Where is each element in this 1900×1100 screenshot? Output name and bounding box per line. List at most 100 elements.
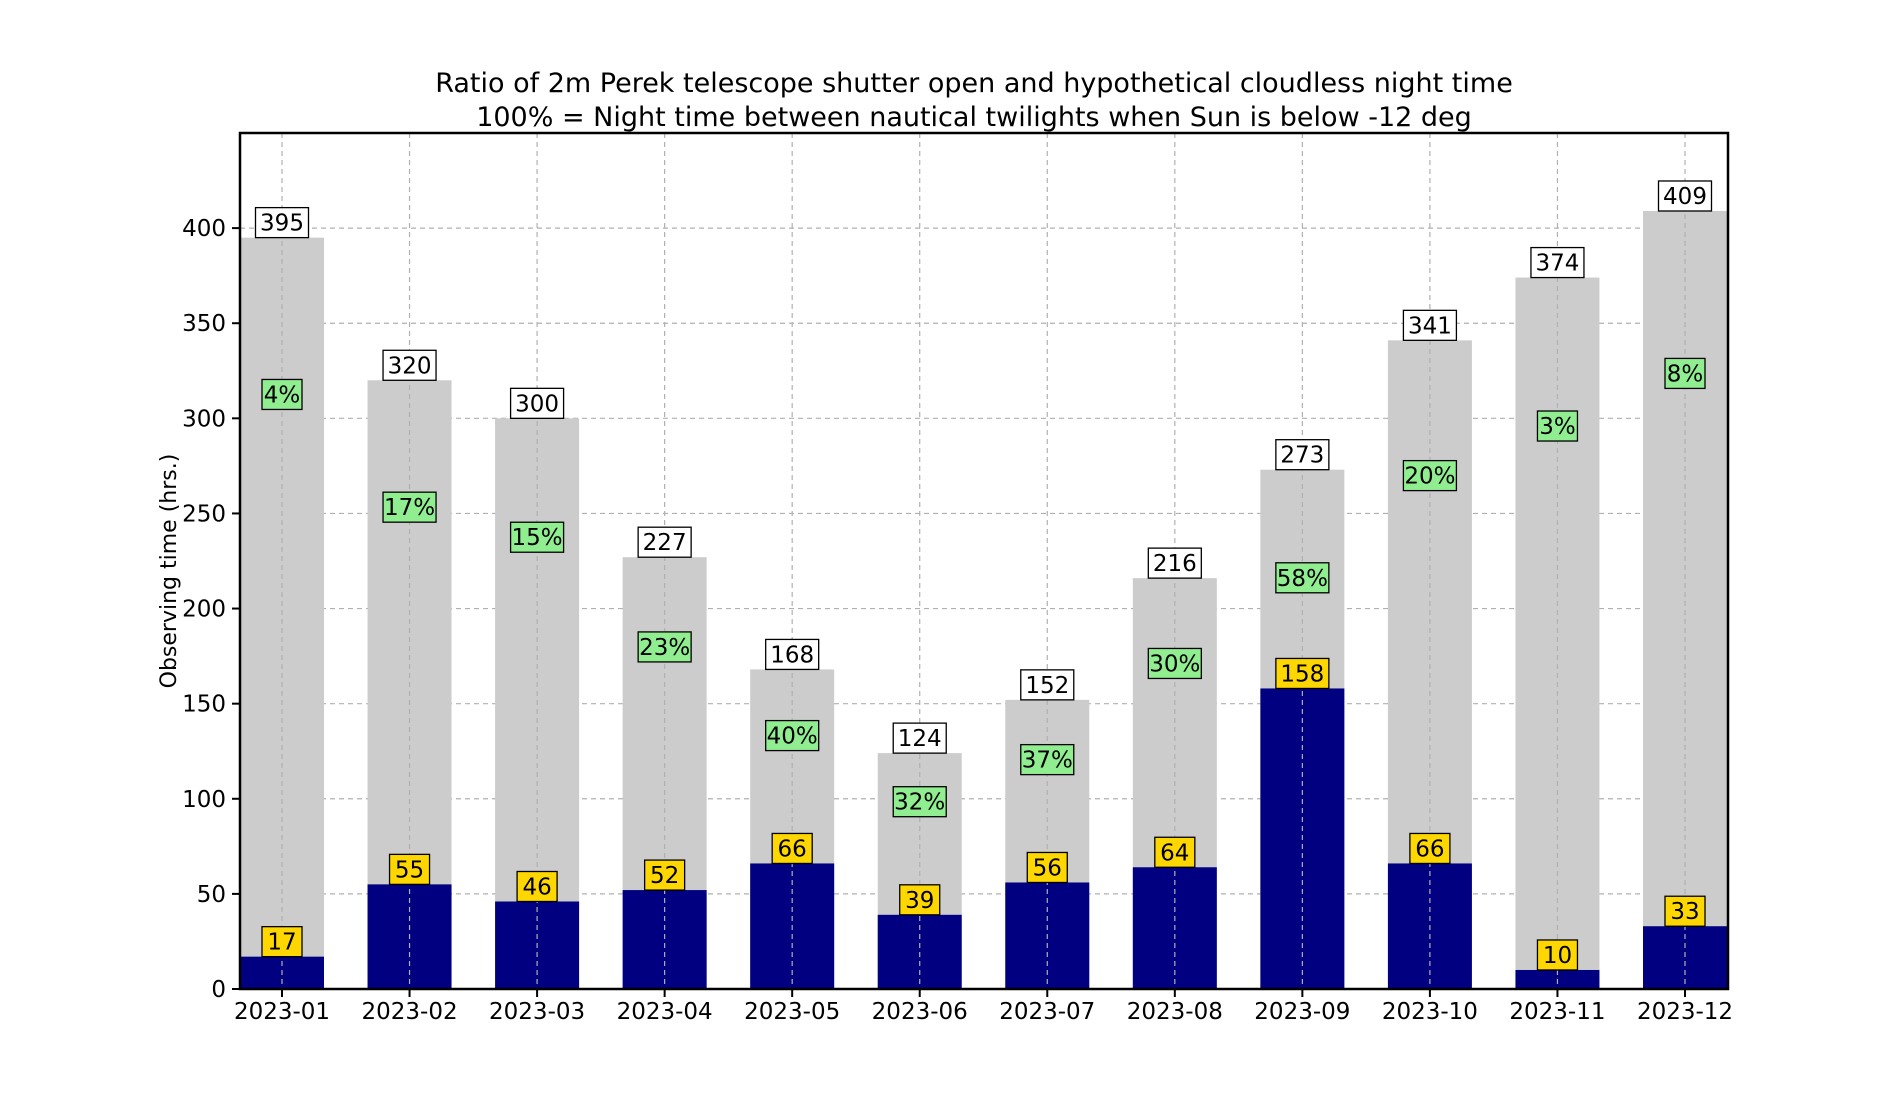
y-tick-label: 400 — [182, 216, 226, 242]
x-tick-label: 2023-05 — [744, 999, 840, 1025]
total-hours-label-box — [1020, 669, 1075, 701]
data-labels: 395 17 4% 320 55 17% 300 46 15% 227 52 23% 168 66 40% 1… — [254, 180, 1713, 971]
open-hours-label-box — [771, 832, 813, 865]
open-hours-label-text: 64 — [1160, 840, 1189, 866]
open-hours-label-text: 33 — [1670, 899, 1699, 925]
ratio-percent-label-box — [1020, 743, 1075, 776]
ratio-percent-label-box — [765, 719, 820, 752]
open-hours-label-text: 66 — [1415, 836, 1444, 862]
open-hours-label: 52 — [643, 859, 686, 891]
total-hours-label-box — [892, 722, 947, 754]
total-hours-label: 216 — [1147, 547, 1202, 579]
total-hours-label-text: 374 — [1536, 251, 1580, 277]
total-hours-label-text: 168 — [770, 642, 814, 668]
open-hours-label-box — [1409, 832, 1451, 865]
ratio-percent-label-box — [1664, 357, 1706, 390]
ratio-percent-label-text: 40% — [767, 724, 818, 750]
ratio-percent-label-box — [1275, 562, 1330, 594]
ratio-percent-label-box — [261, 378, 303, 411]
open-hours-label-text: 66 — [778, 836, 807, 862]
ratio-percent-label: 40% — [765, 719, 820, 752]
total-hours-label: 409 — [1657, 180, 1713, 212]
ratio-percent-label-text: 30% — [1149, 651, 1200, 677]
y-tick-label: 150 — [182, 692, 226, 718]
total-hours-label-box — [1657, 180, 1713, 212]
open-hours-label: 158 — [1275, 657, 1330, 690]
total-hours-label-box — [1530, 246, 1585, 279]
x-axis: 2023-01 2023-02 2023-03 2023-04 2023-05 2023-… — [234, 989, 1733, 1025]
ratio-percent-label: 17% — [382, 491, 437, 523]
total-hours-label-box — [637, 526, 692, 558]
ratio-percent-label-text: 58% — [1277, 566, 1328, 592]
total-hours-label-box — [1402, 309, 1458, 341]
y-tick-label: 100 — [182, 787, 226, 813]
ratio-percent-label-text: 4% — [264, 382, 301, 408]
total-hours-label-box — [765, 638, 820, 671]
bars — [240, 210, 1727, 990]
ratio-percent-label: 3% — [1536, 410, 1579, 442]
x-tick-label: 2023-09 — [1254, 999, 1350, 1025]
total-hours-label-box — [1147, 547, 1202, 579]
ratio-percent-label: 32% — [892, 786, 947, 818]
total-hours-label: 227 — [637, 526, 692, 558]
total-hours-label-text: 395 — [260, 211, 304, 237]
open-hours-label: 10 — [1536, 939, 1579, 971]
ratio-percent-label-box — [509, 521, 565, 553]
plot-frame — [238, 131, 1730, 991]
open-hours-label-text: 56 — [1033, 855, 1062, 881]
chart-subtitle: 100% = Night time between nautical twili… — [476, 102, 1472, 133]
ratio-percent-label: 30% — [1147, 647, 1202, 680]
total-hours-label-text: 273 — [1280, 443, 1324, 469]
open-hours-label-box — [516, 870, 558, 903]
ratio-percent-label-text: 37% — [1022, 748, 1073, 774]
ratio-percent-label-box — [637, 631, 692, 663]
ratio-percent-label-text: 15% — [512, 525, 563, 551]
total-hours-label-box — [254, 206, 310, 239]
total-hours-label-text: 216 — [1153, 551, 1197, 577]
open-hours-label-text: 10 — [1543, 943, 1572, 969]
total-hours-label-text: 409 — [1663, 184, 1707, 210]
total-hours-label: 395 — [254, 206, 310, 239]
total-hours-label: 341 — [1402, 309, 1458, 341]
grid-lines — [240, 227, 1728, 895]
ratio-percent-label: 23% — [637, 631, 692, 663]
ratio-percent-label: 15% — [509, 521, 565, 553]
y-tick-label: 50 — [197, 882, 226, 908]
open-hours-label-box — [1154, 836, 1196, 868]
ratio-percent-label-box — [1402, 459, 1458, 492]
total-hours-label-text: 341 — [1408, 313, 1452, 339]
x-tick-label: 2023-08 — [1127, 999, 1223, 1025]
ratio-percent-label-box — [1147, 647, 1202, 680]
ratio-percent-label-text: 23% — [639, 635, 690, 661]
chart-title: Ratio of 2m Perek telescope shutter open… — [435, 68, 1513, 99]
x-tick-label: 2023-01 — [234, 999, 330, 1025]
open-hours-label: 46 — [516, 870, 558, 903]
open-hours-label: 56 — [1026, 851, 1068, 884]
total-hours-label: 168 — [765, 638, 820, 671]
x-tick-label: 2023-07 — [999, 999, 1095, 1025]
x-tick-label: 2023-04 — [617, 999, 713, 1025]
open-hours-label-box — [1664, 895, 1706, 927]
open-hours-label-box — [388, 853, 431, 886]
x-tick-label: 2023-06 — [872, 999, 968, 1025]
y-tick-label: 350 — [182, 311, 226, 337]
total-hours-label: 374 — [1530, 246, 1585, 279]
ratio-percent-label-text: 17% — [384, 495, 435, 521]
open-hours-label-text: 39 — [905, 888, 934, 914]
open-hours-label-text: 52 — [650, 863, 679, 889]
y-axis-label: Observing time (hrs.) — [157, 454, 182, 689]
open-hours-label: 66 — [771, 832, 813, 865]
open-hours-label: 33 — [1664, 895, 1706, 927]
ratio-percent-label-box — [1536, 410, 1579, 442]
y-tick-label: 0 — [211, 977, 226, 1003]
total-hours-label: 124 — [892, 722, 947, 754]
total-hours-label-text: 320 — [388, 353, 432, 379]
open-hours-label: 17 — [261, 926, 303, 958]
ratio-percent-label: 37% — [1020, 743, 1075, 776]
vertical-grid-lines — [281, 133, 1686, 989]
x-tick-label: 2023-12 — [1637, 999, 1733, 1025]
x-tick-label: 2023-03 — [489, 999, 585, 1025]
total-hours-label: 273 — [1275, 439, 1330, 471]
total-hours-label-text: 227 — [643, 530, 687, 556]
